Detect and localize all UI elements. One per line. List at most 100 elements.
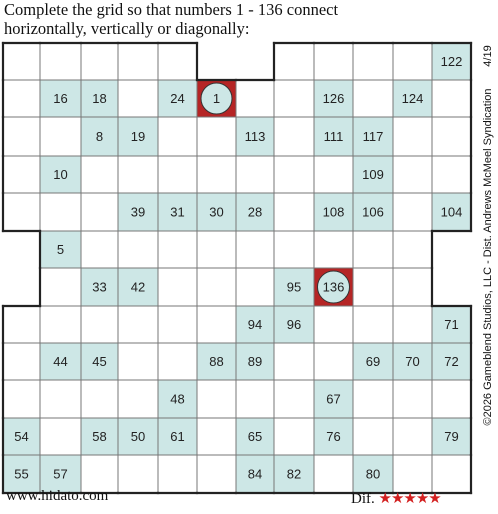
- empty-cell[interactable]: [352, 417, 394, 456]
- empty-cell[interactable]: [273, 116, 315, 157]
- empty-cell[interactable]: [431, 116, 472, 157]
- empty-cell[interactable]: [352, 42, 394, 81]
- empty-cell[interactable]: [392, 454, 433, 494]
- empty-cell[interactable]: [157, 230, 198, 269]
- empty-cell[interactable]: [313, 305, 354, 344]
- empty-cell[interactable]: [392, 192, 433, 232]
- empty-cell[interactable]: [392, 417, 433, 456]
- empty-cell[interactable]: [39, 267, 82, 307]
- empty-cell[interactable]: [392, 305, 433, 344]
- empty-cell[interactable]: [273, 79, 315, 118]
- empty-cell[interactable]: [157, 305, 198, 344]
- empty-cell[interactable]: [117, 454, 159, 494]
- empty-cell[interactable]: [235, 379, 275, 419]
- empty-cell[interactable]: [392, 42, 433, 81]
- empty-cell[interactable]: [273, 230, 315, 269]
- empty-cell[interactable]: [273, 42, 315, 81]
- empty-cell[interactable]: [431, 79, 472, 118]
- empty-cell[interactable]: [2, 305, 41, 344]
- empty-cell[interactable]: [392, 155, 433, 194]
- empty-cell[interactable]: [392, 379, 433, 419]
- clue-number: 76: [326, 429, 340, 444]
- empty-cell[interactable]: [352, 379, 394, 419]
- empty-cell[interactable]: [117, 79, 159, 118]
- empty-cell[interactable]: [431, 379, 472, 419]
- clue-cell: [157, 79, 198, 118]
- clue-cell: [235, 454, 275, 494]
- empty-cell[interactable]: [39, 305, 82, 344]
- empty-cell[interactable]: [235, 79, 275, 118]
- clue-number: 117: [363, 129, 384, 144]
- empty-cell[interactable]: [352, 230, 394, 269]
- empty-cell[interactable]: [313, 42, 354, 81]
- empty-cell[interactable]: [235, 230, 275, 269]
- empty-cell[interactable]: [39, 116, 82, 157]
- empty-cell[interactable]: [80, 305, 119, 344]
- empty-cell[interactable]: [39, 42, 82, 81]
- empty-cell[interactable]: [196, 379, 237, 419]
- empty-cell[interactable]: [273, 155, 315, 194]
- empty-cell[interactable]: [157, 267, 198, 307]
- clue-number: 69: [366, 354, 380, 369]
- empty-cell[interactable]: [39, 379, 82, 419]
- clue-number: 33: [92, 280, 106, 295]
- empty-cell[interactable]: [352, 79, 394, 118]
- empty-cell[interactable]: [117, 342, 159, 381]
- empty-cell[interactable]: [235, 155, 275, 194]
- empty-cell[interactable]: [196, 454, 237, 494]
- empty-cell[interactable]: [39, 192, 82, 232]
- empty-cell[interactable]: [2, 155, 41, 194]
- empty-cell[interactable]: [273, 417, 315, 456]
- empty-cell[interactable]: [313, 155, 354, 194]
- clue-cell: [117, 417, 159, 456]
- copyright-credit: ©2026 Gameblend Studios, LLC - Dist. And…: [482, 88, 494, 426]
- empty-cell[interactable]: [196, 417, 237, 456]
- empty-cell[interactable]: [431, 155, 472, 194]
- empty-cell[interactable]: [117, 155, 159, 194]
- empty-cell[interactable]: [157, 454, 198, 494]
- empty-cell[interactable]: [273, 192, 315, 232]
- clue-number: 28: [248, 205, 262, 220]
- empty-cell[interactable]: [392, 116, 433, 157]
- empty-cell[interactable]: [157, 116, 198, 157]
- empty-cell[interactable]: [273, 379, 315, 419]
- empty-cell[interactable]: [313, 454, 354, 494]
- website-link[interactable]: www.hidato.com: [6, 488, 109, 504]
- empty-cell[interactable]: [196, 305, 237, 344]
- empty-cell[interactable]: [117, 230, 159, 269]
- empty-cell[interactable]: [196, 116, 237, 157]
- empty-cell[interactable]: [80, 155, 119, 194]
- empty-cell[interactable]: [2, 342, 41, 381]
- empty-cell[interactable]: [196, 155, 237, 194]
- empty-cell[interactable]: [235, 267, 275, 307]
- empty-cell[interactable]: [273, 342, 315, 381]
- empty-cell[interactable]: [117, 305, 159, 344]
- clue-cell: [80, 417, 119, 456]
- empty-cell[interactable]: [80, 454, 119, 494]
- empty-cell[interactable]: [313, 342, 354, 381]
- empty-cell[interactable]: [392, 230, 433, 269]
- empty-cell[interactable]: [2, 116, 41, 157]
- empty-cell[interactable]: [2, 79, 41, 118]
- empty-cell[interactable]: [313, 230, 354, 269]
- empty-cell[interactable]: [352, 305, 394, 344]
- empty-cell[interactable]: [2, 379, 41, 419]
- empty-cell[interactable]: [431, 454, 472, 494]
- empty-cell[interactable]: [39, 417, 82, 456]
- empty-cell[interactable]: [157, 155, 198, 194]
- empty-cell[interactable]: [80, 192, 119, 232]
- empty-cell[interactable]: [117, 379, 159, 419]
- empty-cell[interactable]: [2, 42, 41, 81]
- empty-cell[interactable]: [117, 42, 159, 81]
- empty-cell[interactable]: [80, 42, 119, 81]
- empty-cell[interactable]: [392, 267, 433, 307]
- empty-cell[interactable]: [157, 342, 198, 381]
- empty-cell[interactable]: [196, 230, 237, 269]
- empty-cell[interactable]: [80, 379, 119, 419]
- empty-cell[interactable]: [80, 230, 119, 269]
- empty-cell[interactable]: [2, 192, 41, 232]
- empty-cell[interactable]: [352, 267, 394, 307]
- empty-cell[interactable]: [196, 267, 237, 307]
- empty-cell[interactable]: [157, 42, 198, 81]
